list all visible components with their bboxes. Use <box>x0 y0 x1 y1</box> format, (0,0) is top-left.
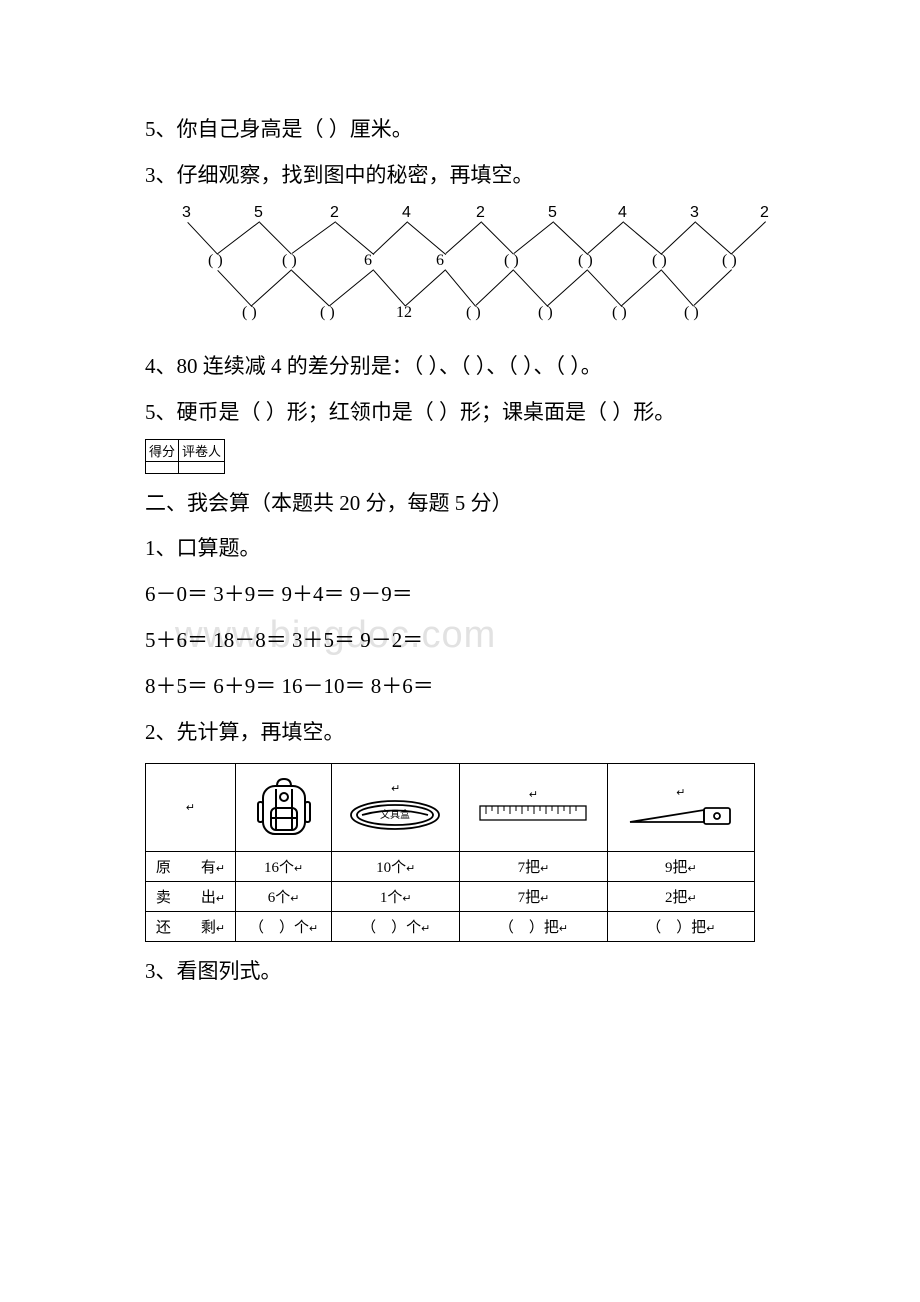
diagram-line <box>187 222 218 255</box>
grader-cell <box>179 461 225 473</box>
diagram-line <box>475 269 514 306</box>
diagram-mid-label: ( ) <box>208 252 223 270</box>
diagram-line <box>259 222 292 255</box>
diagram-line <box>335 222 374 255</box>
diagram-line <box>217 270 252 307</box>
row-header: 卖 出↵ <box>146 881 236 911</box>
question-5b: 5、硬币是（ ）形；红领巾是（ ）形；课桌面是（ ）形。 <box>145 393 775 433</box>
section-2-title: 二、我会算（本题共 20 分，每题 5 分） <box>145 484 775 524</box>
diagram-line <box>329 269 374 306</box>
table-cell: 1个↵ <box>332 881 460 911</box>
diagram-line <box>661 270 694 307</box>
diagram-line <box>623 222 662 255</box>
diagram-top-num: 2 <box>330 204 339 222</box>
diagram-mid-label: ( ) <box>652 252 667 270</box>
diagram-line <box>445 221 482 254</box>
pattern-diagram: 352425432( )( )66( )( )( )( )( )( )12( )… <box>160 204 740 339</box>
diagram-mid-label: ( ) <box>504 252 519 270</box>
score-label: 得分 <box>146 439 179 461</box>
page-content: 5、你自己身高是（ ）厘米。 3、仔细观察，找到图中的秘密，再填空。 3 5 2 4 2… <box>145 110 775 992</box>
diagram-line <box>373 270 406 307</box>
diagram-mid-label: ( ) <box>282 252 297 270</box>
diagram-line <box>407 222 446 255</box>
diagram-line <box>291 221 336 254</box>
diagram-line <box>695 222 732 255</box>
diagram-line <box>661 221 696 254</box>
calc-row-1: 6－0＝ 3＋9＝ 9＋4＝ 9－9＝ <box>145 575 775 615</box>
question-2-3: 3、看图列式。 <box>145 952 775 992</box>
calc-row-3: 8＋5＝ 6＋9＝ 16－10＝ 8＋6＝ <box>145 667 775 707</box>
diagram-top-num: 4 <box>618 204 627 222</box>
table-cell: 10个↵ <box>332 851 460 881</box>
table-cell: 16个↵ <box>236 851 332 881</box>
knife-icon <box>626 802 736 828</box>
diagram-mid-label: ( ) <box>722 252 737 270</box>
diagram-top-num: 3 <box>182 204 191 222</box>
row-header: 还 剩↵ <box>146 911 236 941</box>
diagram-mid-label: ( ) <box>578 252 593 270</box>
table-cell: （ ）把↵ <box>607 911 754 941</box>
calc-row-2: 5＋6＝ 18－8＝ 3＋5＝ 9－2＝ <box>145 621 775 661</box>
table-icon-backpack <box>236 763 332 851</box>
diagram-line <box>621 269 662 306</box>
diagram-line <box>217 221 260 254</box>
pencilcase-icon: 文具盒 <box>348 798 443 832</box>
diagram-line <box>547 269 588 306</box>
table-cell: （ ）个↵ <box>332 911 460 941</box>
diagram-line <box>291 270 330 307</box>
diagram-top-num: 2 <box>760 204 769 222</box>
diagram-top-num: 5 <box>254 204 263 222</box>
table-blank-header: ↵ <box>146 763 236 851</box>
question-2-2: 2、先计算，再填空。 <box>145 713 775 753</box>
diagram-line <box>731 221 766 254</box>
table-cell: 7把↵ <box>460 851 607 881</box>
table-icon-knife: ↵ <box>607 763 754 851</box>
diagram-line <box>373 221 408 254</box>
diagram-mid-label: 6 <box>436 252 444 270</box>
diagram-bot-label: ( ) <box>242 304 257 322</box>
diagram-top-num: 4 <box>402 204 411 222</box>
question-4: 4、80 连续减 4 的差分别是：（ ）、（ ）、（ ）、（ ）。 <box>145 347 775 387</box>
table-cell: 6个↵ <box>236 881 332 911</box>
diagram-line <box>405 269 446 306</box>
backpack-icon <box>249 772 319 842</box>
diagram-line <box>553 222 588 255</box>
diagram-bot-label: 12 <box>396 304 412 322</box>
diagram-bot-label: ( ) <box>684 304 699 322</box>
diagram-line <box>445 270 476 307</box>
diagram-line <box>587 221 624 254</box>
table-cell: 9把↵ <box>607 851 754 881</box>
table-cell: （ ）个↵ <box>236 911 332 941</box>
diagram-top-num: 2 <box>476 204 485 222</box>
question-3a: 3、仔细观察，找到图中的秘密，再填空。 <box>145 156 775 196</box>
score-cell <box>146 461 179 473</box>
diagram-bot-label: ( ) <box>612 304 627 322</box>
diagram-top-num: 3 <box>690 204 699 222</box>
table-cell: 2把↵ <box>607 881 754 911</box>
table-icon-ruler: ↵ <box>460 763 607 851</box>
ruler-icon <box>478 804 588 826</box>
svg-text:文具盒: 文具盒 <box>380 808 410 821</box>
grader-label: 评卷人 <box>179 439 225 461</box>
row-header: 原 有↵ <box>146 851 236 881</box>
diagram-line <box>481 222 514 255</box>
question-2-1: 1、口算题。 <box>145 529 775 569</box>
diagram-bot-label: ( ) <box>466 304 481 322</box>
diagram-bot-label: ( ) <box>538 304 553 322</box>
question-5a: 5、你自己身高是（ ）厘米。 <box>145 110 775 150</box>
table-cell: （ ）把↵ <box>460 911 607 941</box>
diagram-line <box>693 269 732 306</box>
diagram-mid-label: 6 <box>364 252 372 270</box>
table-icon-pencilcase: ↵ 文具盒 <box>332 763 460 851</box>
items-table: ↵ ↵ <box>145 763 755 942</box>
score-table: 得分 评卷人 <box>145 439 225 474</box>
diagram-bot-label: ( ) <box>320 304 335 322</box>
diagram-top-num: 5 <box>548 204 557 222</box>
diagram-line <box>513 221 554 254</box>
diagram-line <box>251 269 292 306</box>
diagram-line <box>587 270 622 307</box>
table-cell: 7把↵ <box>460 881 607 911</box>
diagram-line <box>513 270 548 307</box>
